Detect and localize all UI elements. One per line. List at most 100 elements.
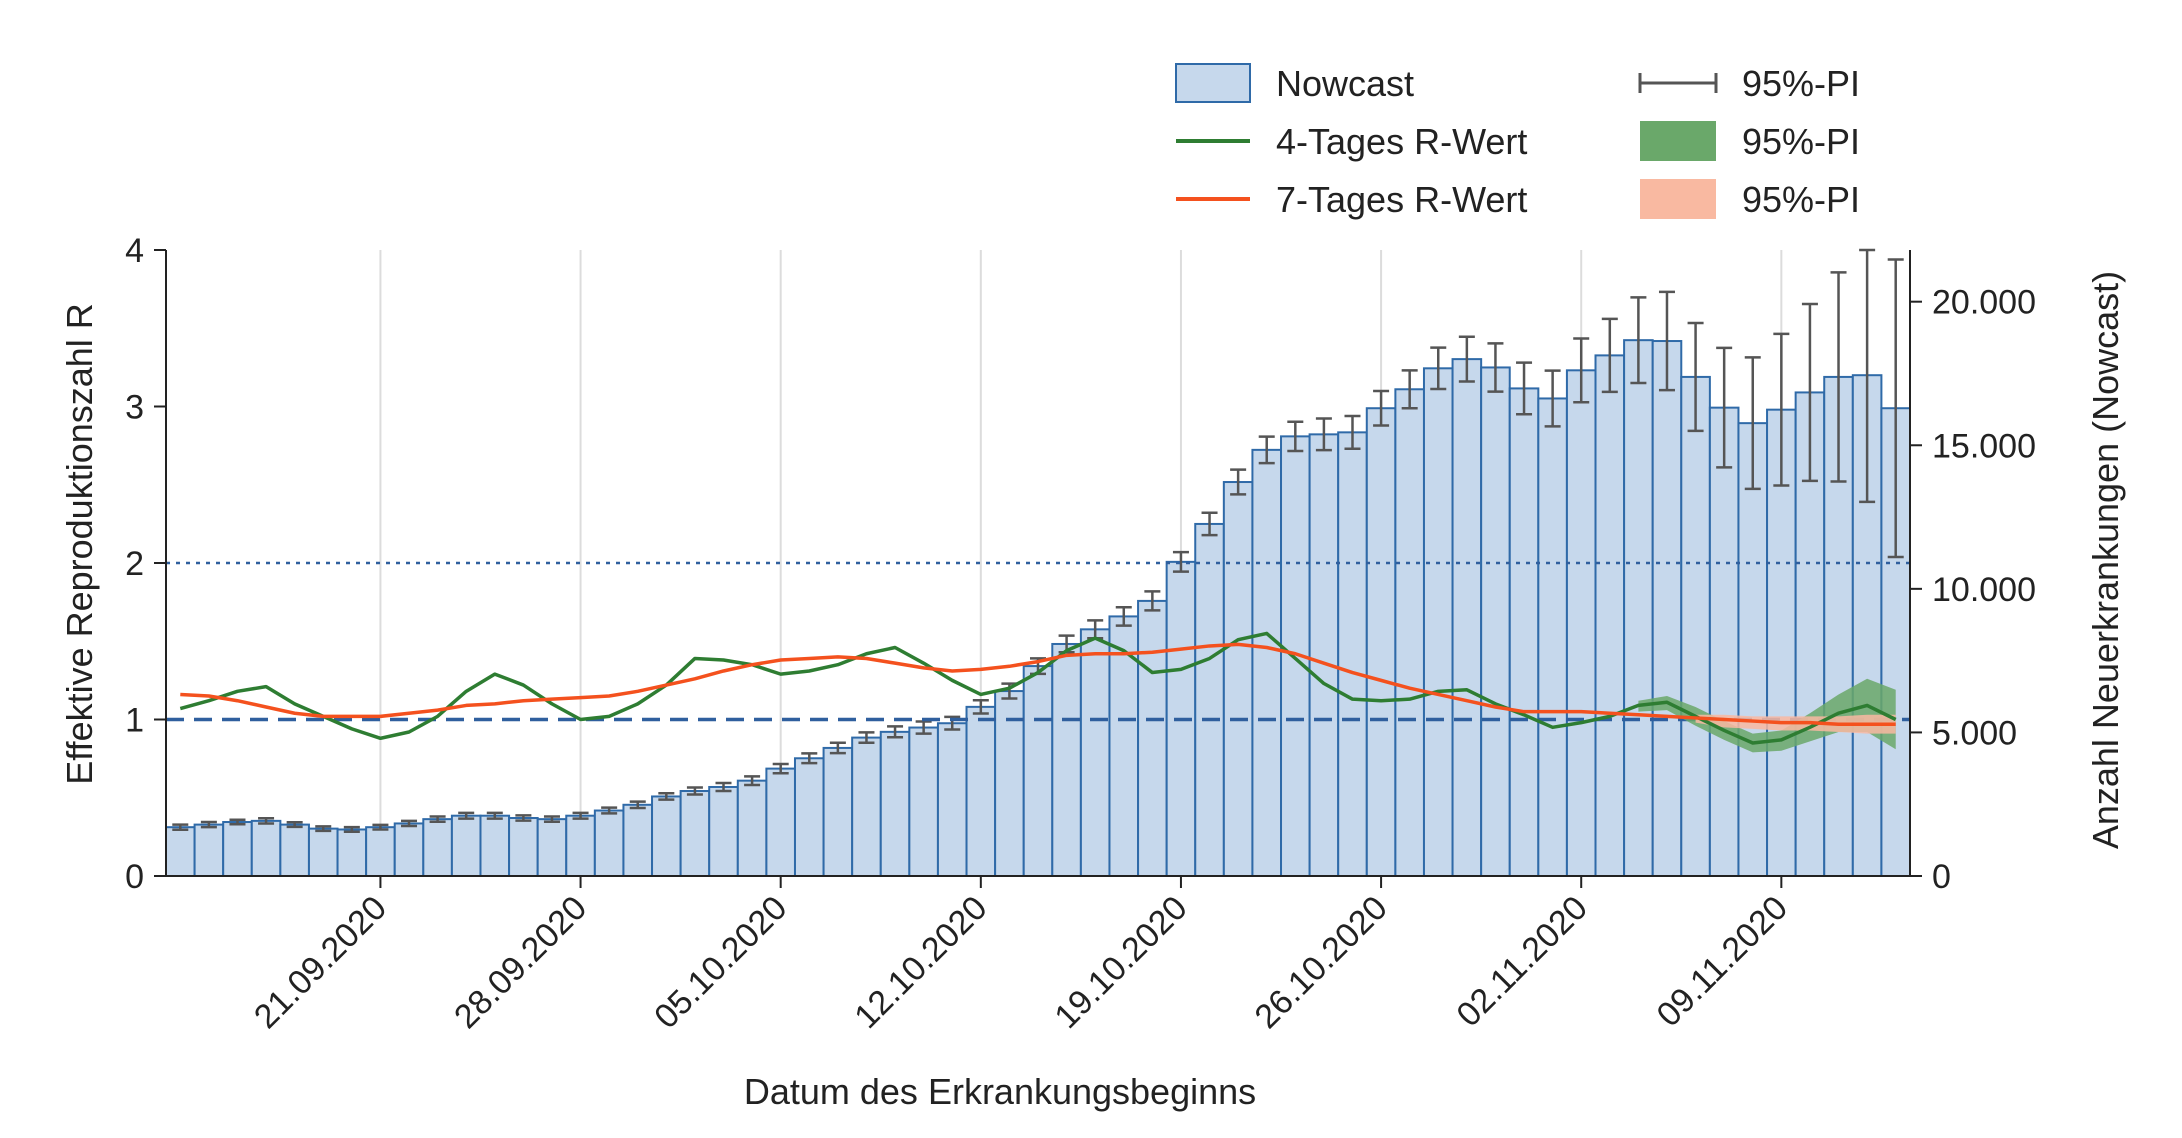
- nowcast-errorbar-15.09.2020: [200, 820, 217, 829]
- nowcast-bar-08.10.2020: [851, 736, 882, 877]
- nowcast-errorbar-29.09.2020: [601, 806, 618, 815]
- legend-nowcast-label: Nowcast: [1276, 63, 1414, 104]
- nowcast-errorbar-03.10.2020: [715, 781, 732, 793]
- nowcast-errorbar-03.11.2020: [1601, 317, 1618, 394]
- line-4day-r: [179, 631, 1897, 745]
- nowcast-errorbar-07.10.2020: [829, 741, 846, 755]
- right-tick-label-20000: 20.000: [1932, 284, 2036, 322]
- nowcast-errorbar-24.09.2020: [458, 811, 475, 820]
- nowcast-errorbar-08.11.2020: [1744, 356, 1761, 491]
- nowcast-bar-06.11.2020: [1680, 375, 1711, 877]
- reference-line-layer: [166, 561, 1910, 722]
- nowcast-bar-24.09.2020: [450, 814, 482, 878]
- nowcast-errorbar-27.10.2020: [1401, 369, 1418, 410]
- left-tick-label-1: 1: [125, 702, 144, 740]
- nowcast-bar-07.11.2020: [1708, 406, 1740, 877]
- nowcast-bar-26.09.2020: [508, 816, 539, 878]
- x-tick-label-26.10.2020: 26.10.2020: [1248, 889, 1395, 1036]
- nowcast-errorbar-04.11.2020: [1630, 296, 1647, 385]
- nowcast-bar-16.09.2020: [222, 821, 253, 877]
- legend-4day-label: 4-Tages R-Wert: [1276, 121, 1527, 162]
- nowcast-errorbar-09.11.2020: [1773, 332, 1790, 487]
- nowcast-errorbar-28.09.2020: [572, 811, 589, 820]
- nowcast-errorbar-02.10.2020: [686, 786, 703, 796]
- line-7day-r: [180, 642, 1896, 726]
- nowcast-errorbar-25.10.2020: [1344, 414, 1361, 450]
- nowcast-errorbar-27.09.2020: [543, 815, 560, 823]
- x-tick-label-28.09.2020: 28.09.2020: [447, 889, 594, 1036]
- nowcast-bar-30.10.2020: [1480, 366, 1511, 877]
- nowcast-bar-26.10.2020: [1365, 407, 1397, 877]
- nowcast-errorbar-19.10.2020: [1172, 550, 1189, 573]
- nowcast-errorbar-23.09.2020: [429, 815, 446, 823]
- left-tick-label-2: 2: [125, 545, 144, 583]
- nowcast-bar-19.09.2020: [307, 827, 339, 877]
- nowcast-bar-30.09.2020: [622, 803, 654, 878]
- nowcast-errorbar-04.10.2020: [744, 775, 761, 787]
- legend-errorbar-label: 95%-PI: [1742, 63, 1860, 104]
- nowcast-errorbar-06.11.2020: [1687, 321, 1704, 433]
- nowcast-bar-04.11.2020: [1623, 339, 1654, 877]
- nowcast-bar-22.10.2020: [1251, 448, 1283, 877]
- nowcast-errorbar-19.09.2020: [315, 825, 332, 833]
- nowcast-bar-29.09.2020: [593, 809, 625, 877]
- nowcast-errorbar-26.09.2020: [515, 814, 532, 822]
- nowcast-bar-05.10.2020: [765, 767, 796, 878]
- right-tick-label-0: 0: [1932, 858, 1951, 896]
- legend-errorbar-swatch: [1638, 73, 1718, 93]
- legend-4day-band-swatch: [1640, 121, 1716, 161]
- nowcast-bar-25.09.2020: [479, 814, 511, 878]
- nowcast-bar-20.10.2020: [1194, 522, 1225, 877]
- nowcast-bar-21.10.2020: [1222, 481, 1254, 877]
- nowcast-bar-03.11.2020: [1594, 354, 1626, 877]
- legend-7day-band-swatch: [1640, 179, 1716, 219]
- nowcast-errorbar-12.10.2020: [972, 699, 989, 715]
- nowcast-errorbar-14.09.2020: [172, 823, 189, 832]
- nowcast-bar-20.09.2020: [336, 828, 368, 877]
- nowcast-errorbar-23.10.2020: [1287, 420, 1304, 453]
- nowcast-bar-14.10.2020: [1022, 665, 1054, 877]
- nowcast-bar-09.10.2020: [879, 730, 911, 878]
- nowcast-bar-23.09.2020: [422, 818, 453, 878]
- nowcast-errorbar-07.11.2020: [1716, 346, 1733, 469]
- x-axis-title: Datum des Erkrankungsbeginns: [744, 1071, 1256, 1112]
- nowcast-errorbar-21.09.2020: [372, 823, 389, 831]
- nowcast-errorbar-22.09.2020: [401, 819, 418, 828]
- x-tick-label-19.10.2020: 19.10.2020: [1047, 889, 1194, 1036]
- nowcast-bar-28.10.2020: [1422, 367, 1454, 877]
- legend-nowcast-swatch: [1175, 63, 1251, 103]
- nowcast-errorbar-18.10.2020: [1144, 590, 1161, 612]
- nowcast-bar-18.10.2020: [1137, 599, 1168, 877]
- legend-7day-label: 7-Tages R-Wert: [1276, 179, 1527, 220]
- nowcast-bar-01.11.2020: [1537, 397, 1568, 877]
- nowcast-errorbar-30.09.2020: [629, 800, 646, 810]
- right-tick-label-15000: 15.000: [1932, 427, 2036, 465]
- nowcast-bar-11.10.2020: [936, 722, 968, 877]
- nowcast-errorbar-31.10.2020: [1516, 361, 1533, 416]
- nowcast-errorbar-06.10.2020: [801, 752, 818, 765]
- nowcast-bar-16.10.2020: [1079, 628, 1111, 877]
- nowcast-bar-31.10.2020: [1508, 387, 1540, 877]
- nowcast-errorbar-20.10.2020: [1201, 511, 1218, 537]
- nowcast-bar-12.10.2020: [965, 705, 997, 877]
- nowcast-bar-14.09.2020: [165, 826, 196, 877]
- legend: Nowcast 95%-PI 4-Tages R-Wert 95%-PI 7-T…: [1175, 63, 1860, 220]
- line-layer: [179, 631, 1897, 745]
- band-4day-r: [1638, 678, 1896, 753]
- right-tick-label-10000: 10.000: [1932, 571, 2036, 609]
- nowcast-errorbar-10.11.2020: [1801, 302, 1818, 483]
- nowcast-errorbar-09.10.2020: [887, 725, 904, 739]
- nowcast-bar-27.10.2020: [1394, 388, 1425, 877]
- nowcast-errorbar-18.09.2020: [286, 821, 303, 829]
- nowcast-bar-02.11.2020: [1565, 369, 1597, 877]
- left-tick-label-4: 4: [125, 232, 144, 270]
- nowcast-bar-29.10.2020: [1451, 358, 1483, 877]
- nowcast-bar-27.09.2020: [536, 818, 568, 878]
- nowcast-errorbar-12.11.2020: [1859, 248, 1876, 504]
- legend-4day-band-label: 95%-PI: [1742, 121, 1860, 162]
- nowcast-errorbar-30.10.2020: [1487, 342, 1504, 393]
- nowcast-errorbar-17.10.2020: [1115, 605, 1132, 627]
- nowcast-bar-08.11.2020: [1737, 422, 1769, 877]
- nowcast-errorbar-01.11.2020: [1544, 369, 1561, 428]
- nowcast-bar-15.09.2020: [193, 823, 225, 877]
